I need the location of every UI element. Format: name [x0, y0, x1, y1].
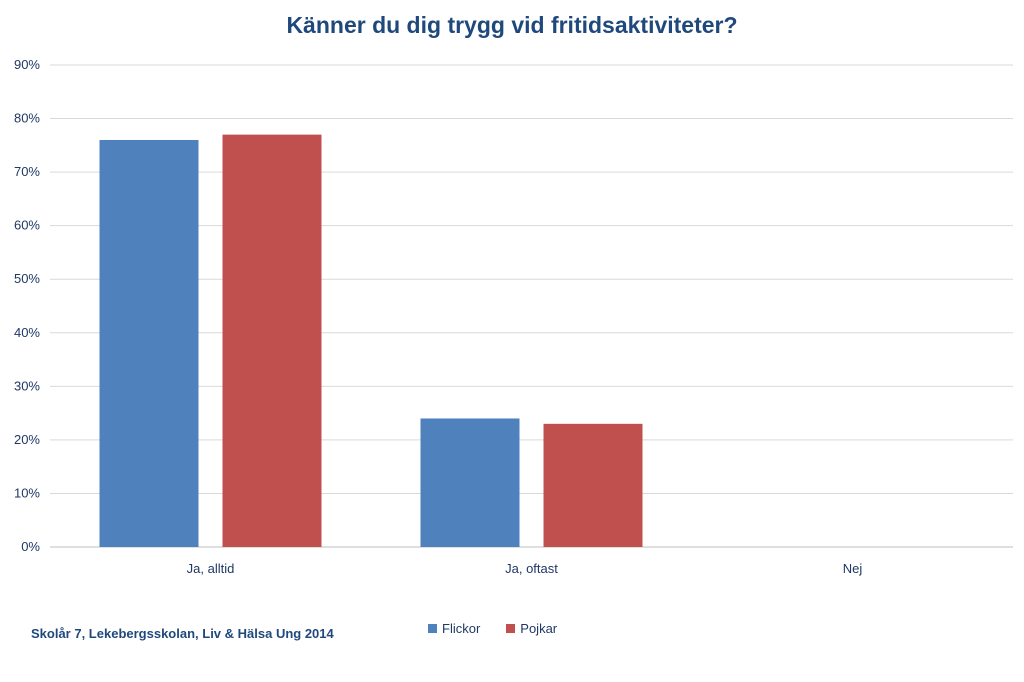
- legend-item-pojkar: Pojkar: [506, 621, 557, 636]
- legend: Flickor Pojkar: [428, 621, 557, 636]
- bar-pojkar-1: [543, 423, 643, 547]
- chart-title: Känner du dig trygg vid fritidsaktivitet…: [286, 12, 738, 38]
- y-tick-label: 70%: [14, 164, 40, 179]
- footer-note: Skolår 7, Lekebergsskolan, Liv & Hälsa U…: [31, 626, 334, 641]
- y-tick-label: 20%: [14, 432, 40, 447]
- y-tick-label: 30%: [14, 378, 40, 393]
- legend-swatch-pojkar: [506, 624, 516, 633]
- y-tick-label: 60%: [14, 218, 40, 233]
- y-tick-label: 80%: [14, 111, 40, 126]
- bar-pojkar-0: [222, 134, 322, 547]
- bars: [99, 134, 643, 547]
- x-axis-ticks: Ja, alltid Ja, oftast Nej: [187, 561, 863, 576]
- x-tick-label: Nej: [843, 561, 863, 576]
- legend-item-flickor: Flickor: [428, 621, 480, 636]
- y-tick-label: 50%: [14, 271, 40, 286]
- y-axis-ticks: 0% 10% 20% 30% 40% 50% 60% 70% 80% 90%: [14, 57, 40, 554]
- y-tick-label: 40%: [14, 325, 40, 340]
- bar-flickor-0: [99, 139, 199, 547]
- y-tick-label: 0%: [21, 539, 40, 554]
- bar-flickor-1: [420, 418, 520, 547]
- gridlines: [50, 64, 1013, 548]
- x-tick-label: Ja, oftast: [505, 561, 558, 576]
- legend-label-pojkar: Pojkar: [520, 621, 558, 636]
- legend-label-flickor: Flickor: [442, 621, 481, 636]
- y-tick-label: 90%: [14, 57, 40, 72]
- x-tick-label: Ja, alltid: [187, 561, 235, 576]
- y-tick-label: 10%: [14, 485, 40, 500]
- legend-swatch-flickor: [428, 624, 437, 633]
